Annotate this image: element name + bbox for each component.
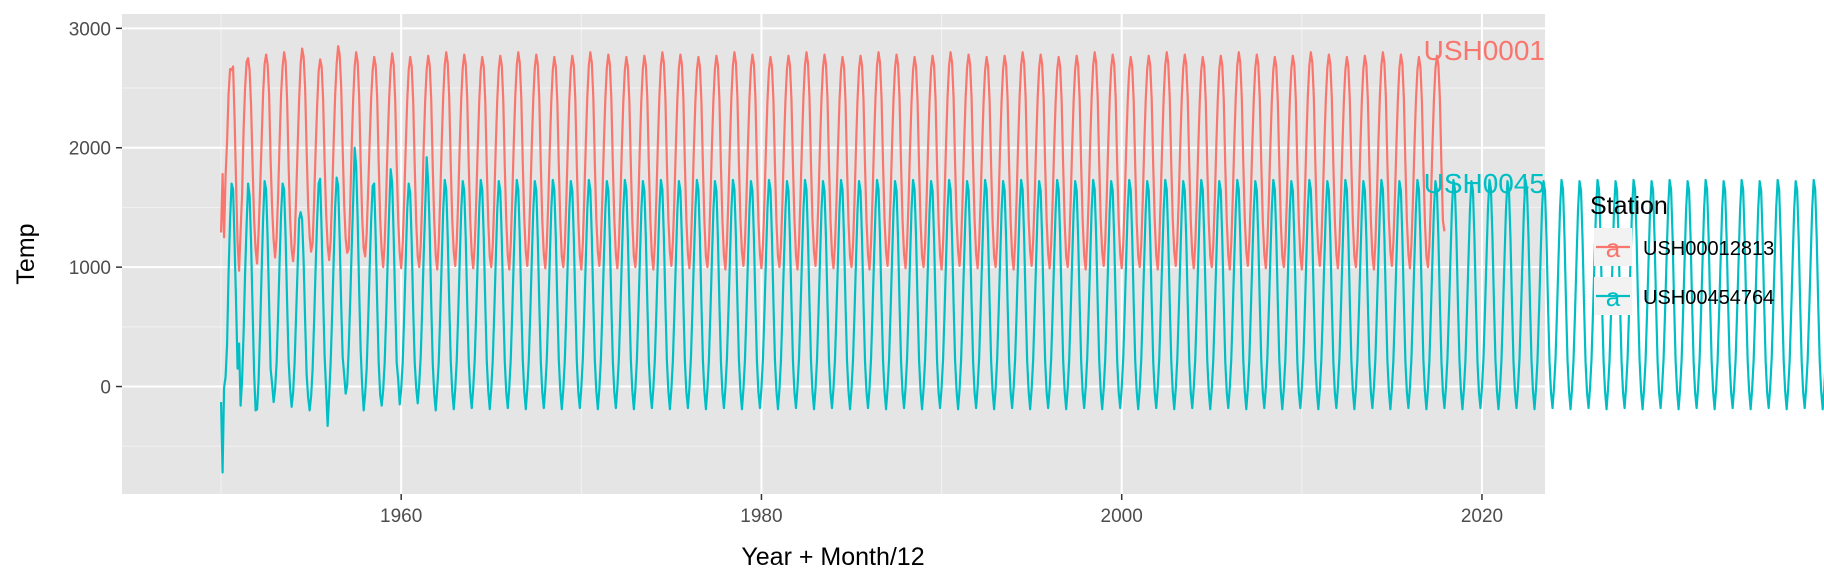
legend-title: Station: [1590, 192, 1668, 220]
x-tick-label: 2000: [1101, 506, 1143, 527]
x-tick-label: 1980: [740, 506, 782, 527]
series-end-label: USH0001: [1424, 35, 1545, 66]
x-axis-title: Year + Month/12: [741, 543, 924, 571]
x-tick-label: 2020: [1461, 506, 1503, 527]
series-end-labels: USH0001 USH0045: [1424, 35, 1545, 199]
x-axis: 1960 1980 2000 2020: [380, 494, 1503, 527]
series-layer: [219, 45, 1824, 474]
legend-key-glyph: a: [1606, 233, 1621, 263]
series-line-ush00454764: [219, 146, 1824, 474]
y-axis: 0 1000 2000 3000: [69, 19, 122, 399]
y-tick-label: 1000: [69, 258, 111, 279]
y-tick-label: 0: [100, 378, 111, 399]
legend-label: USH00012813: [1643, 238, 1774, 260]
legend-label: USH00454764: [1643, 287, 1774, 309]
y-tick-label: 3000: [69, 19, 111, 40]
legend-key-glyph: a: [1606, 282, 1621, 312]
y-tick-label: 2000: [69, 139, 111, 160]
legend-item-ush00012813: a USH00012813: [1594, 228, 1774, 266]
series-end-label: USH0045: [1424, 168, 1545, 199]
y-axis-title: Temp: [12, 223, 40, 284]
x-tick-label: 1960: [380, 506, 422, 527]
legend: Station a USH00012813 a USH00454764: [1590, 192, 1774, 315]
series-line-ush00012813: [219, 45, 1446, 272]
legend-item-ush00454764: a USH00454764: [1594, 277, 1774, 315]
